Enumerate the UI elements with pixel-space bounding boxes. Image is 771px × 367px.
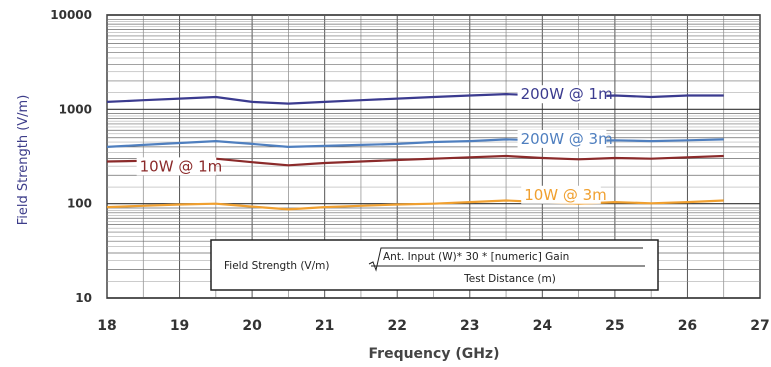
y-axis-label: Field Strength (V/m) bbox=[16, 95, 31, 226]
x-tick-label: 27 bbox=[750, 318, 769, 334]
x-axis-label: Frequency (GHz) bbox=[369, 346, 500, 362]
formula-denominator: Test Distance (m) bbox=[463, 273, 556, 285]
formula-lhs: Field Strength (V/m) bbox=[224, 260, 329, 272]
x-tick-label: 23 bbox=[460, 318, 479, 334]
series-label: 200W @ 1m bbox=[521, 85, 613, 103]
series-label: 10W @ 1m bbox=[140, 157, 223, 175]
x-tick-label: 22 bbox=[387, 318, 406, 334]
y-tick-label: 100 bbox=[67, 197, 92, 211]
series-line bbox=[106, 138, 724, 148]
series-line bbox=[106, 92, 724, 105]
series-label: 200W @ 3m bbox=[521, 130, 613, 148]
y-tick-label: 1000 bbox=[59, 102, 92, 116]
x-tick-label: 26 bbox=[678, 318, 697, 334]
y-tick-label: 10 bbox=[75, 291, 92, 305]
series-label: 10W @ 3m bbox=[524, 186, 607, 204]
formula-numerator: Ant. Input (W)* 30 * [numeric] Gain bbox=[383, 251, 569, 263]
series-label-background bbox=[517, 129, 607, 148]
x-tick-label: 24 bbox=[533, 318, 553, 334]
series-label-background bbox=[517, 85, 607, 104]
series-line bbox=[106, 199, 724, 211]
formula-box: Field Strength (V/m) Ant. Input (W)* 30 … bbox=[210, 239, 659, 291]
series-label-background bbox=[136, 157, 217, 176]
formula-sqrt-sign bbox=[368, 247, 643, 272]
x-tick-label: 18 bbox=[97, 318, 116, 334]
chart-series bbox=[106, 92, 724, 211]
series-label-background bbox=[521, 185, 601, 204]
series-labels: 200W @ 1m 200W @ 3m 10W @ 1m 10W @ 3m bbox=[136, 85, 613, 204]
x-tick-label: 25 bbox=[605, 318, 624, 334]
x-tick-label: 20 bbox=[242, 318, 262, 334]
y-tick-label: 10000 bbox=[50, 8, 92, 22]
chart-ticks: 10 100 1000 10000 18 19 20 21 22 23 24 25 26 27 bbox=[50, 8, 769, 334]
x-tick-label: 19 bbox=[170, 318, 189, 334]
x-tick-label: 21 bbox=[315, 318, 334, 334]
